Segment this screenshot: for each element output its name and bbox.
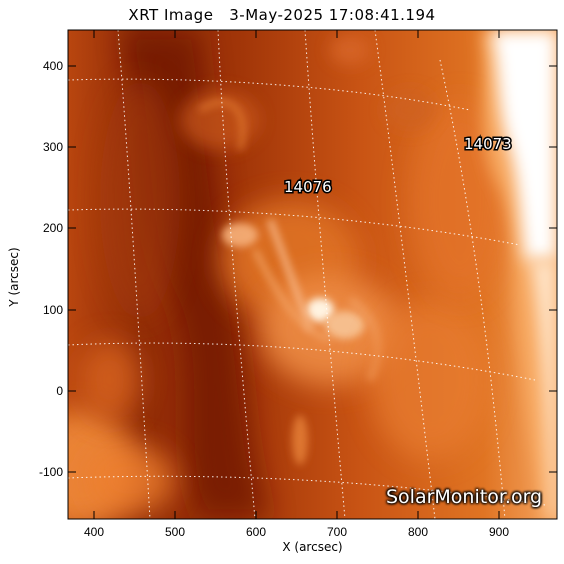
y-tick-label: 400: [43, 59, 63, 73]
heliographic-grid: [68, 30, 546, 519]
x-tick-label: 400: [84, 525, 104, 539]
plot-frame: [67, 29, 558, 520]
x-tick-label: 700: [327, 525, 347, 539]
y-tick-label: 300: [43, 140, 63, 154]
y-axis-label: Y (arcsec): [7, 247, 21, 307]
region-label-14073: 14073: [464, 135, 512, 153]
x-tick-label: 900: [489, 525, 509, 539]
solar-image: [68, 30, 557, 519]
x-tick-label: 500: [165, 525, 185, 539]
region-label-14076: 14076: [284, 178, 332, 196]
y-tick-label: -100: [39, 465, 63, 479]
x-tick-label: 600: [246, 525, 266, 539]
y-tick-label: 200: [43, 221, 63, 235]
plot-title: XRT Image 3-May-2025 17:08:41.194: [128, 6, 436, 24]
axis-ticks: [68, 30, 557, 519]
x-tick-label: 800: [408, 525, 428, 539]
watermark-text: SolarMonitor.org: [386, 486, 543, 508]
x-axis-label: X (arcsec): [282, 540, 343, 554]
y-tick-label: 0: [56, 384, 63, 398]
y-tick-label: 100: [43, 303, 63, 317]
